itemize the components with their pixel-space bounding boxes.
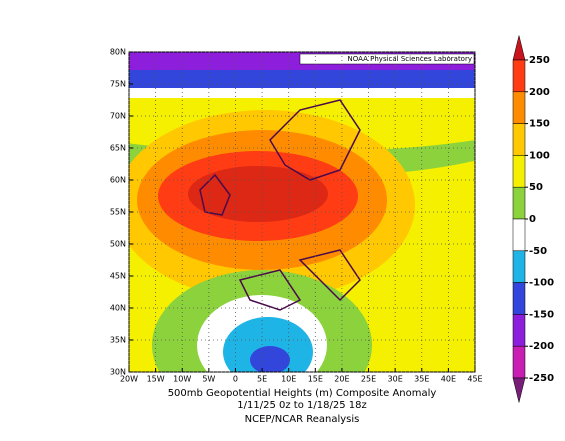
colorbar-box [512,282,526,315]
y-tick-label: 80N [110,48,126,57]
colorbar-box [512,59,526,93]
colorbar-box [512,155,526,188]
caption: 1/11/25 0z to 1/18/25 18z [237,400,366,411]
credit: NOAA Physical Sciences Laboratory [348,55,472,63]
x-tick-label: 35E [414,375,429,384]
x-tick-label: 5E [257,375,267,384]
colorbar-label: -250 [529,373,554,384]
colorbar-box [512,218,526,252]
colorbar-box [512,123,526,156]
y-tick-label: 50N [110,240,126,249]
y-tick-label: 75N [110,80,126,89]
colorbar-arrow [512,377,526,403]
x-tick-label: 40E [441,375,456,384]
colorbar-label: 200 [529,87,550,98]
x-tick-label: 30E [388,375,403,384]
x-tick-label: 20W [120,375,138,384]
x-tick-label: 25E [361,375,376,384]
y-tick-label: 65N [110,144,126,153]
x-tick-label: 15W [147,375,165,384]
anomaly-field [129,52,475,372]
x-tick-label: 15E [308,375,323,384]
colorbar-label: 0 [529,214,536,225]
colorbar-label: -50 [529,246,547,257]
y-tick-label: 70N [110,112,126,121]
y-tick-label: 40N [110,304,126,313]
y-tick-label: 60N [110,176,126,185]
y-tick-label: 30N [110,368,126,377]
caption: NCEP/NCAR Reanalysis [245,414,360,425]
colorbar-box [512,91,526,124]
credit-box [299,53,475,65]
y-tick-label: 45N [110,272,126,281]
colorbar-label: 250 [529,55,550,66]
colorbar-label: -100 [529,278,554,289]
x-tick-label: 5W [202,375,215,384]
x-tick-label: 45E [467,375,482,384]
x-tick-label: 0 [233,375,238,384]
colorbar-box [512,250,526,283]
colorbar-label: 150 [529,119,550,130]
colorbar-arrow [512,35,526,61]
colorbar-box [512,345,526,379]
colorbar-box [512,186,526,220]
y-tick-label: 55N [110,208,126,217]
colorbar-label: -200 [529,341,554,352]
colorbar-label: -150 [529,309,554,320]
colorbar-label: 100 [529,150,550,161]
x-tick-label: 20E [334,375,349,384]
caption: 500mb Geopotential Heights (m) Composite… [168,388,437,399]
x-tick-label: 10W [173,375,191,384]
colorbar-box [512,314,526,347]
colorbar-label: 50 [529,182,543,193]
x-tick-label: 10E [281,375,296,384]
y-tick-label: 35N [110,336,126,345]
